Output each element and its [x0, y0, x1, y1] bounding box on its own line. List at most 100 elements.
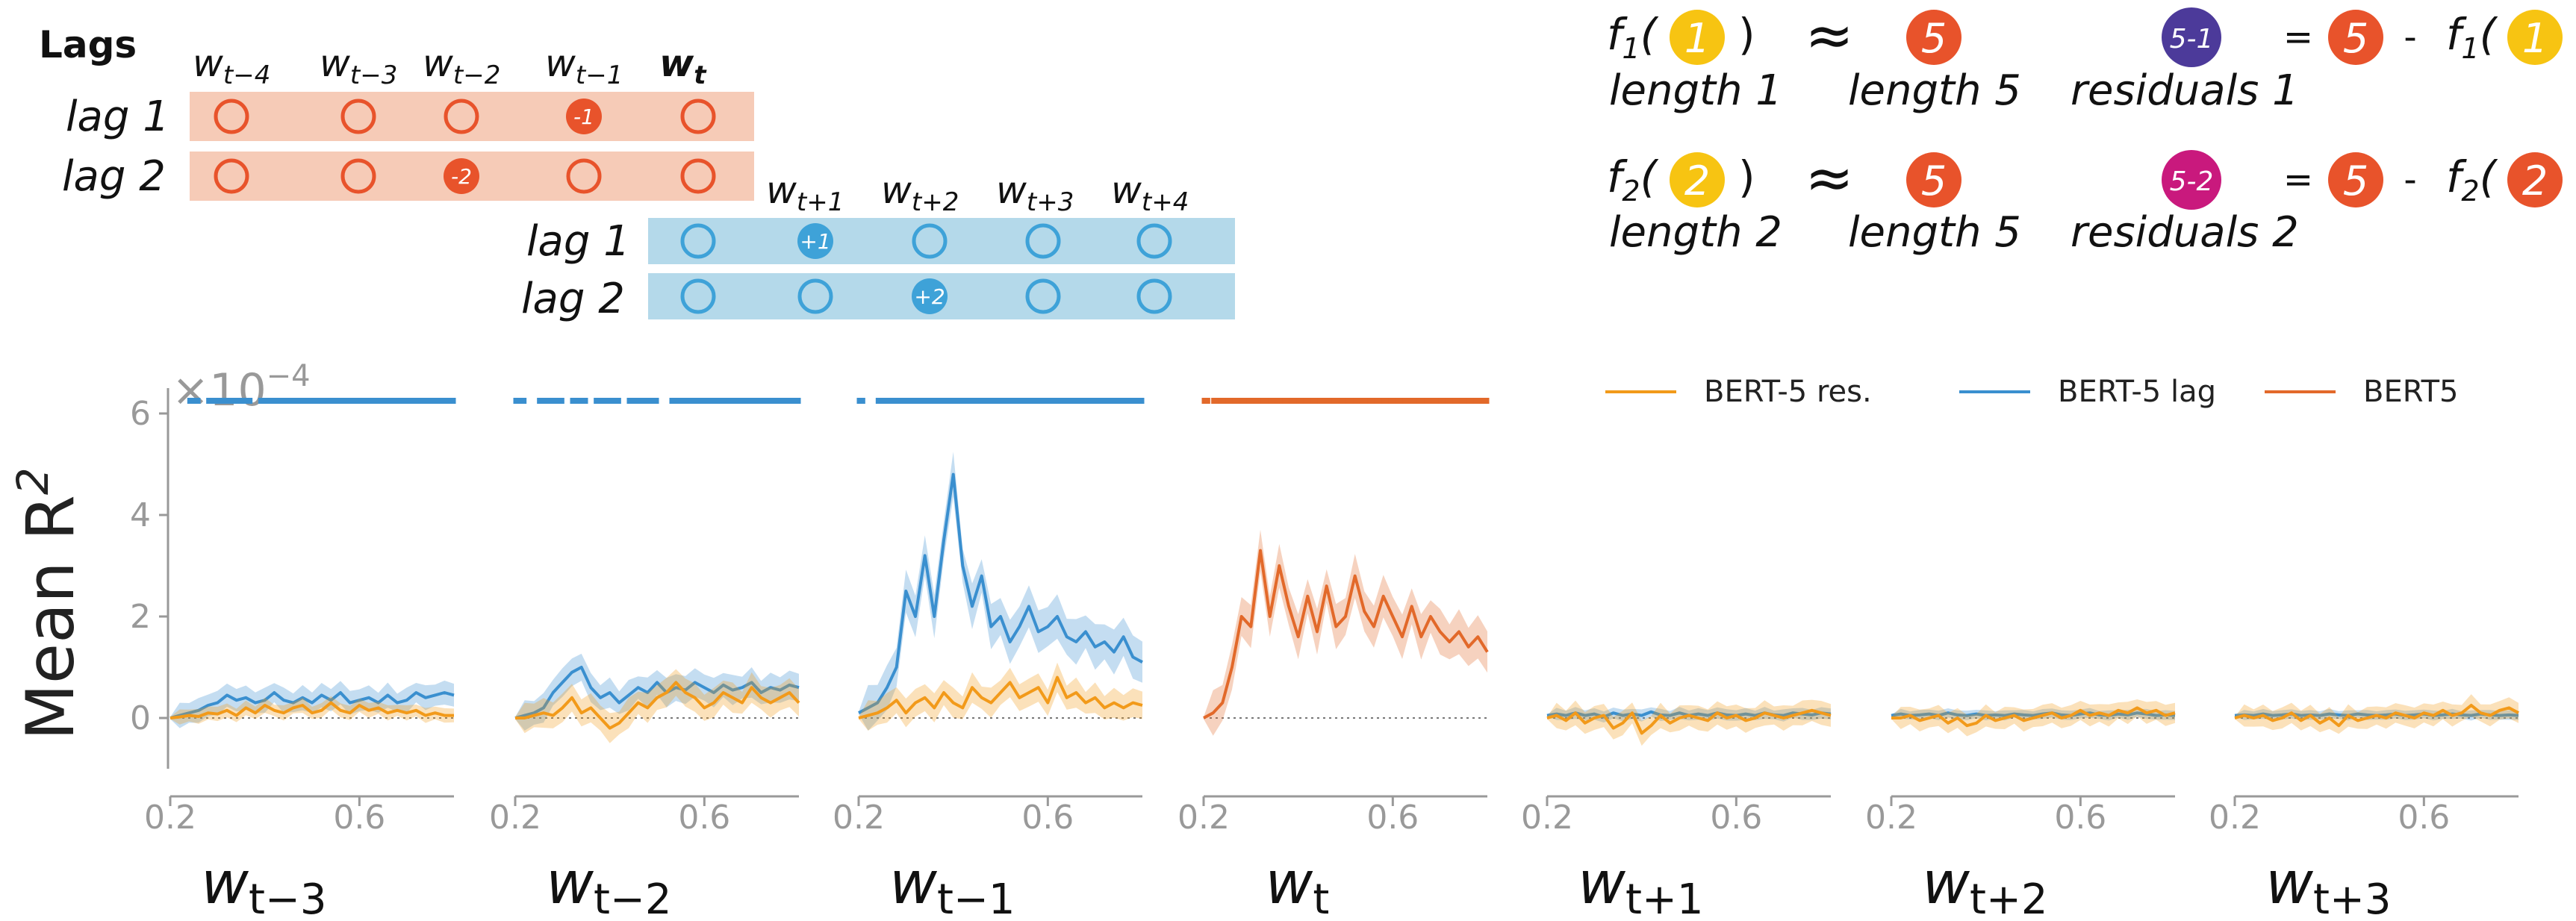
past-word-header-base: w	[423, 42, 453, 85]
series-line	[2234, 704, 2519, 728]
significance-marker	[584, 398, 588, 404]
equation-residual-label: 5-2	[2170, 166, 2214, 197]
significance-marker	[409, 398, 414, 404]
significance-marker	[1400, 398, 1404, 404]
significance-marker	[1213, 398, 1218, 404]
significance-marker	[1140, 398, 1145, 404]
significance-marker	[549, 398, 553, 404]
significance-marker	[1404, 398, 1409, 404]
significance-marker	[982, 398, 986, 404]
significance-marker	[1116, 398, 1121, 404]
significance-marker	[303, 398, 307, 404]
significance-marker	[1475, 398, 1480, 404]
past-word-header: wt−1	[545, 42, 623, 90]
significance-marker	[681, 398, 685, 404]
significance-marker	[610, 398, 615, 404]
significance-marker	[953, 398, 958, 404]
significance-marker	[705, 398, 709, 404]
past-marker	[340, 158, 376, 194]
past-row-label-lag2: lag 2	[62, 152, 166, 201]
significance-marker	[1431, 398, 1435, 404]
significance-marker	[1055, 398, 1060, 404]
significance-marker	[740, 398, 744, 404]
significance-marker	[300, 398, 305, 404]
panel-label-base: w	[2265, 850, 2313, 917]
significance-marker	[747, 398, 751, 404]
significance-marker	[381, 398, 385, 404]
significance-marker	[388, 398, 392, 404]
legend: BERT-5 res. BERT-5 lag BERT5	[1605, 375, 2458, 409]
equation-rhs-function-sub: 2	[2461, 175, 2479, 207]
chart-area: Mean R2 ×10−4 BERT-5 res. BERT-5 lag BERT5…	[7, 359, 2519, 921]
equation-input-number: 2	[1684, 157, 1710, 205]
significance-marker	[1136, 398, 1140, 404]
significance-marker	[1093, 398, 1098, 404]
y-tick-label: 0	[130, 699, 151, 737]
x-tick-label: 0.6	[2054, 799, 2106, 837]
significance-marker	[1289, 398, 1293, 404]
past-word-header-base: w	[659, 42, 694, 85]
series-line	[169, 691, 455, 719]
significance-marker	[1234, 398, 1239, 404]
significance-marker	[194, 398, 199, 404]
significance-marker	[265, 398, 270, 404]
significance-marker	[1414, 398, 1419, 404]
significance-marker	[263, 398, 267, 404]
future-word-header: wt+4	[1111, 169, 1189, 217]
significance-marker	[744, 398, 749, 404]
equation-close-paren: )	[1738, 152, 1755, 202]
significance-marker	[314, 398, 319, 404]
significance-marker	[187, 398, 191, 404]
significance-marker	[402, 398, 406, 404]
y-axis-label-sup: 2	[7, 467, 58, 495]
future-marker-filled	[797, 223, 833, 259]
significance-marker	[582, 398, 586, 404]
significance-marker	[215, 398, 220, 404]
future-word-header-sub: t+2	[912, 187, 959, 217]
equation-residual-text: residuals 1	[2071, 66, 2299, 115]
significance-marker	[1053, 398, 1057, 404]
significance-marker	[1329, 398, 1334, 404]
significance-marker	[1020, 398, 1024, 404]
significance-marker	[790, 398, 794, 404]
significance-marker	[346, 398, 349, 404]
panel-label-sub: t−3	[249, 875, 327, 918]
significance-marker	[923, 398, 927, 404]
equation-length-label: length 5	[1848, 208, 2021, 257]
significance-marker	[258, 398, 262, 404]
panel-label-base: w	[1578, 850, 1625, 917]
significance-marker	[1367, 398, 1372, 404]
significance-marker	[246, 398, 250, 404]
significance-marker	[977, 398, 981, 404]
significance-marker	[1331, 398, 1336, 404]
x-tick-label: 0.2	[489, 799, 541, 837]
significance-marker	[395, 398, 399, 404]
significance-marker	[1481, 398, 1485, 404]
y-tick-label: 4	[130, 496, 151, 534]
past-word-header-base: w	[193, 42, 223, 85]
x-tick-label: 0.6	[333, 799, 385, 837]
legend-label: BERT5	[2363, 375, 2458, 409]
significance-marker	[320, 398, 324, 404]
future-word-header-base: w	[1111, 169, 1142, 212]
past-band-lag1	[190, 92, 754, 141]
significance-marker	[989, 398, 993, 404]
significance-marker	[281, 398, 286, 404]
significance-marker	[220, 398, 225, 404]
equation-rhs-function-sub: 1	[2461, 32, 2479, 65]
significance-marker	[449, 398, 454, 404]
significance-marker	[906, 398, 910, 404]
significance-marker	[1244, 398, 1248, 404]
significance-marker	[1043, 398, 1048, 404]
significance-marker	[423, 398, 428, 404]
significance-marker	[211, 398, 215, 404]
significance-marker	[1353, 398, 1357, 404]
significance-marker	[1270, 398, 1275, 404]
significance-marker	[1272, 398, 1277, 404]
significance-marker	[785, 398, 789, 404]
significance-marker	[362, 398, 367, 404]
significance-marker	[861, 398, 865, 404]
significance-marker	[1455, 398, 1459, 404]
significance-marker	[700, 398, 704, 404]
significance-marker	[648, 398, 652, 404]
